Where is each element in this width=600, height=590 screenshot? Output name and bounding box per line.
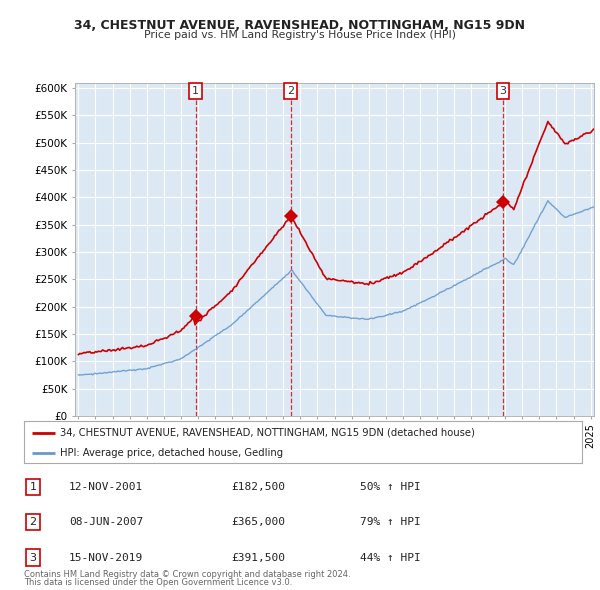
- Text: Price paid vs. HM Land Registry's House Price Index (HPI): Price paid vs. HM Land Registry's House …: [144, 30, 456, 40]
- Text: 2: 2: [29, 517, 37, 527]
- Text: 12-NOV-2001: 12-NOV-2001: [69, 482, 143, 491]
- Text: 3: 3: [500, 86, 506, 96]
- Text: This data is licensed under the Open Government Licence v3.0.: This data is licensed under the Open Gov…: [24, 578, 292, 587]
- Text: HPI: Average price, detached house, Gedling: HPI: Average price, detached house, Gedl…: [60, 448, 283, 457]
- Text: 79% ↑ HPI: 79% ↑ HPI: [360, 517, 421, 527]
- Text: 44% ↑ HPI: 44% ↑ HPI: [360, 553, 421, 562]
- Text: 3: 3: [29, 553, 37, 562]
- Text: 34, CHESTNUT AVENUE, RAVENSHEAD, NOTTINGHAM, NG15 9DN: 34, CHESTNUT AVENUE, RAVENSHEAD, NOTTING…: [74, 19, 526, 32]
- Text: 1: 1: [192, 86, 199, 96]
- Text: £365,000: £365,000: [231, 517, 285, 527]
- Text: 15-NOV-2019: 15-NOV-2019: [69, 553, 143, 562]
- Text: 34, CHESTNUT AVENUE, RAVENSHEAD, NOTTINGHAM, NG15 9DN (detached house): 34, CHESTNUT AVENUE, RAVENSHEAD, NOTTING…: [60, 428, 475, 438]
- Text: 2: 2: [287, 86, 295, 96]
- Text: £391,500: £391,500: [231, 553, 285, 562]
- Text: £182,500: £182,500: [231, 482, 285, 491]
- Text: 50% ↑ HPI: 50% ↑ HPI: [360, 482, 421, 491]
- Text: Contains HM Land Registry data © Crown copyright and database right 2024.: Contains HM Land Registry data © Crown c…: [24, 570, 350, 579]
- Text: 1: 1: [29, 482, 37, 491]
- Text: 08-JUN-2007: 08-JUN-2007: [69, 517, 143, 527]
